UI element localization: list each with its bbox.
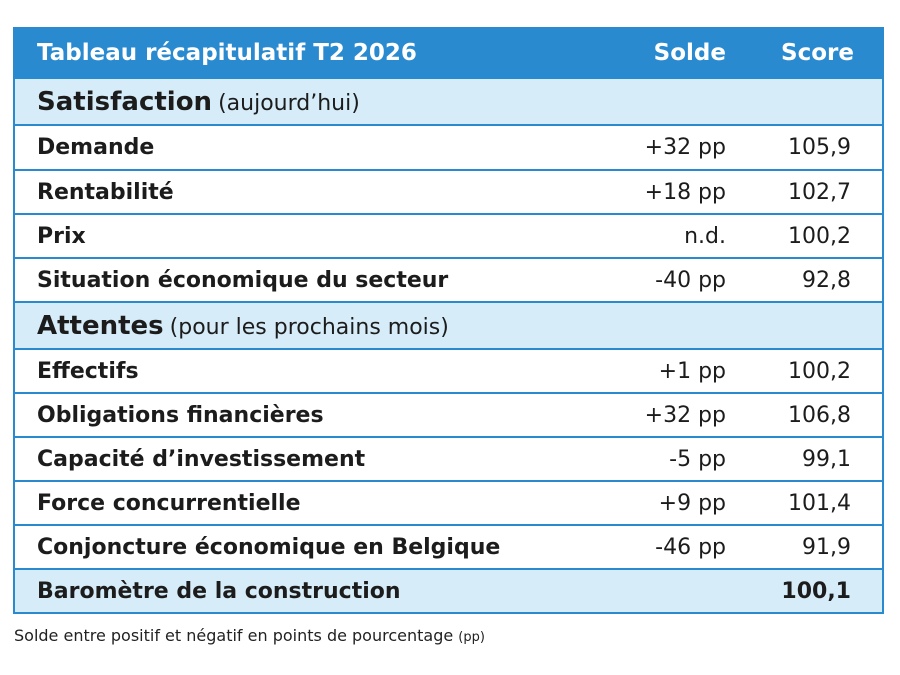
row-label: Rentabilité: [37, 179, 174, 205]
footnote: Solde entre positif et négatif en points…: [14, 626, 485, 645]
row-label: Demande: [37, 135, 155, 160]
row-score: 92,8: [802, 267, 851, 293]
table-row: Situation économique du secteur -40 pp 9…: [15, 257, 882, 301]
total-label: Baromètre de la construction: [37, 578, 401, 604]
score-header: Score: [781, 40, 854, 66]
row-label: Effectifs: [37, 358, 139, 384]
row-score: 99,1: [802, 446, 851, 472]
table-row: Conjoncture économique en Belgique -46 p…: [15, 524, 882, 568]
footnote-unit: (pp): [458, 630, 485, 645]
row-solde: +18 pp: [644, 179, 726, 205]
row-solde: +1 pp: [658, 358, 726, 384]
row-score: 91,9: [802, 534, 851, 560]
row-label: Prix: [37, 223, 86, 249]
row-solde: n.d.: [684, 223, 726, 249]
solde-header: Solde: [653, 40, 726, 66]
table-title: Tableau récapitulatif T2 2026: [37, 40, 417, 66]
row-score: 105,9: [788, 135, 851, 160]
row-score: 101,4: [788, 490, 851, 516]
section-subtitle: (aujourd’hui): [218, 90, 360, 116]
section-attentes: Attentes (pour les prochains mois): [15, 301, 882, 348]
table-row: Capacité d’investissement -5 pp 99,1: [15, 436, 882, 480]
table-row: Obligations financières +32 pp 106,8: [15, 392, 882, 436]
footnote-text: Solde entre positif et négatif en points…: [14, 626, 454, 645]
row-solde: +32 pp: [644, 402, 726, 428]
table-row: Force concurrentielle +9 pp 101,4: [15, 480, 882, 524]
row-label: Capacité d’investissement: [37, 446, 366, 472]
total-score: 100,1: [781, 578, 851, 604]
section-subtitle: (pour les prochains mois): [169, 314, 449, 340]
row-score: 102,7: [788, 179, 851, 205]
table-row: Rentabilité +18 pp 102,7: [15, 169, 882, 213]
row-label: Conjoncture économique en Belgique: [37, 534, 501, 560]
row-solde: -5 pp: [669, 446, 726, 472]
section-title: Attentes: [37, 310, 164, 341]
table-row: Effectifs +1 pp 100,2: [15, 348, 882, 392]
table-row: Demande +32 pp 105,9: [15, 124, 882, 169]
row-solde: +9 pp: [658, 490, 726, 516]
row-label: Force concurrentielle: [37, 490, 301, 516]
row-score: 106,8: [788, 402, 851, 428]
section-title: Satisfaction: [37, 86, 213, 117]
row-score: 100,2: [788, 358, 851, 384]
row-solde: +32 pp: [644, 135, 726, 160]
table-row: Prix n.d. 100,2: [15, 213, 882, 257]
summary-table: Tableau récapitulatif T2 2026 Solde Scor…: [13, 27, 884, 614]
row-label: Situation économique du secteur: [37, 267, 449, 293]
table-header: Tableau récapitulatif T2 2026 Solde Scor…: [15, 29, 882, 77]
row-solde: -40 pp: [655, 267, 726, 293]
total-row: Baromètre de la construction 100,1: [15, 568, 882, 612]
row-score: 100,2: [788, 223, 851, 249]
row-label: Obligations financières: [37, 402, 324, 428]
section-satisfaction: Satisfaction (aujourd’hui): [15, 77, 882, 124]
row-solde: -46 pp: [655, 534, 726, 560]
